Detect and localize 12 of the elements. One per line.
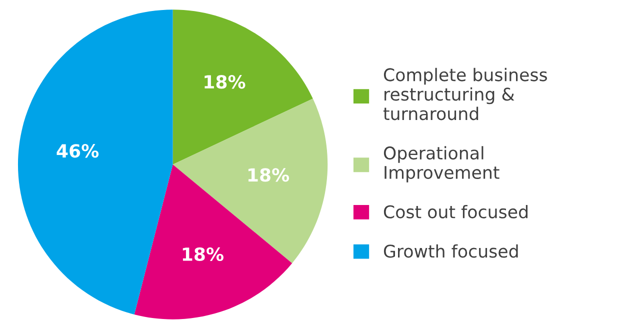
pie-slice (172, 10, 313, 164)
legend-label: Operational Improvement (384, 146, 500, 182)
pie-slice (172, 98, 328, 264)
pie-slice (134, 164, 292, 320)
data-label: 46% (56, 144, 99, 158)
data-label: 18% (248, 168, 290, 182)
data-label: 18% (204, 75, 246, 89)
pie-slice (18, 10, 173, 314)
data-label: 18% (182, 247, 224, 262)
legend-label: Complete business restructuring & turnaround (383, 68, 547, 120)
legend-label: Growth focused (384, 244, 518, 258)
legend-label: Cost out focused (384, 204, 528, 218)
